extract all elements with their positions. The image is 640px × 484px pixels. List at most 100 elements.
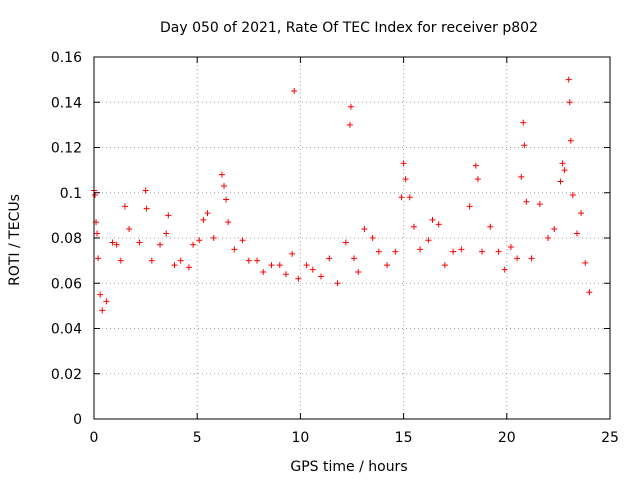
- data-point: [289, 250, 296, 257]
- data-point: [200, 216, 207, 223]
- data-point: [295, 275, 302, 282]
- data-point: [425, 237, 432, 244]
- data-point: [573, 230, 580, 237]
- data-point: [171, 262, 178, 269]
- data-point: [346, 121, 353, 128]
- y-tick-label: 0.16: [51, 50, 82, 66]
- data-point: [398, 194, 405, 201]
- y-tick-label: 0.1: [60, 186, 82, 202]
- y-axis-label: ROTI / TECUs: [7, 194, 23, 286]
- data-point: [361, 225, 368, 232]
- data-point: [254, 257, 261, 264]
- data-point: [495, 248, 502, 255]
- data-point: [143, 205, 150, 212]
- data-point: [291, 87, 298, 94]
- y-tick-label: 0.08: [51, 231, 82, 247]
- data-point: [557, 178, 564, 185]
- data-point: [545, 235, 552, 241]
- data-point: [165, 212, 172, 219]
- data-point: [260, 268, 267, 275]
- data-point: [384, 262, 391, 269]
- data-point: [472, 162, 479, 169]
- data-point: [501, 266, 508, 273]
- data-point: [355, 268, 362, 275]
- data-point: [392, 248, 399, 255]
- y-tick-label: 0: [73, 412, 82, 428]
- data-point: [578, 210, 585, 217]
- data-point: [318, 273, 325, 280]
- x-tick-label: 5: [193, 430, 202, 446]
- data-point: [441, 262, 448, 269]
- data-point: [326, 255, 333, 262]
- data-point: [569, 192, 576, 199]
- plot-frame: [93, 56, 611, 420]
- data-point: [303, 262, 310, 269]
- data-point: [221, 182, 228, 189]
- data-point: [561, 167, 568, 174]
- data-point: [466, 203, 473, 210]
- data-point: [402, 176, 409, 183]
- data-point: [521, 142, 528, 149]
- data-point: [523, 198, 530, 205]
- data-point: [95, 255, 102, 262]
- data-point: [210, 235, 217, 241]
- data-point: [458, 246, 465, 253]
- data-point: [148, 257, 155, 264]
- data-point: [196, 237, 203, 244]
- data-point: [567, 137, 574, 144]
- data-point: [450, 248, 457, 255]
- data-point: [520, 119, 527, 126]
- data-point: [204, 210, 211, 217]
- data-point: [417, 246, 424, 253]
- data-points: [91, 76, 593, 314]
- data-point: [479, 248, 486, 255]
- data-point: [551, 225, 558, 232]
- data-point: [117, 257, 124, 264]
- grid-lines: [94, 57, 610, 419]
- data-point: [97, 291, 104, 298]
- data-point: [113, 241, 120, 248]
- x-tick-label: 15: [395, 430, 413, 446]
- x-tick-label: 10: [291, 430, 309, 446]
- data-point: [536, 201, 543, 208]
- data-point: [177, 257, 184, 264]
- data-point: [109, 239, 116, 246]
- data-point: [514, 255, 521, 262]
- data-point: [245, 257, 252, 264]
- y-tick-label: 0.14: [51, 95, 82, 111]
- y-tick-label: 0.02: [51, 367, 82, 383]
- data-point: [223, 196, 230, 203]
- x-axis-label: GPS time / hours: [290, 459, 407, 475]
- data-point: [239, 237, 246, 244]
- data-point: [142, 187, 149, 194]
- data-point: [103, 298, 110, 305]
- data-point: [309, 266, 316, 273]
- data-point: [351, 255, 358, 262]
- data-point: [342, 239, 349, 246]
- data-point: [410, 223, 417, 230]
- data-point: [582, 259, 589, 266]
- data-point: [528, 255, 535, 262]
- data-point: [282, 271, 289, 278]
- data-point: [163, 230, 170, 237]
- data-point: [190, 241, 197, 248]
- data-point: [565, 76, 572, 83]
- data-point: [487, 223, 494, 230]
- y-tick-label: 0.04: [51, 322, 82, 338]
- data-point: [566, 99, 573, 106]
- data-point: [518, 173, 525, 180]
- data-point: [559, 160, 566, 167]
- data-point: [231, 246, 238, 253]
- data-point: [218, 171, 225, 178]
- data-point: [400, 160, 407, 167]
- x-tick-label: 0: [90, 430, 99, 446]
- x-tick-label: 20: [498, 430, 516, 446]
- y-tick-label: 0.06: [51, 276, 82, 292]
- data-point: [347, 103, 354, 110]
- data-point: [136, 239, 143, 246]
- y-tick-label: 0.12: [51, 141, 82, 157]
- data-point: [126, 225, 133, 232]
- data-point: [185, 264, 192, 271]
